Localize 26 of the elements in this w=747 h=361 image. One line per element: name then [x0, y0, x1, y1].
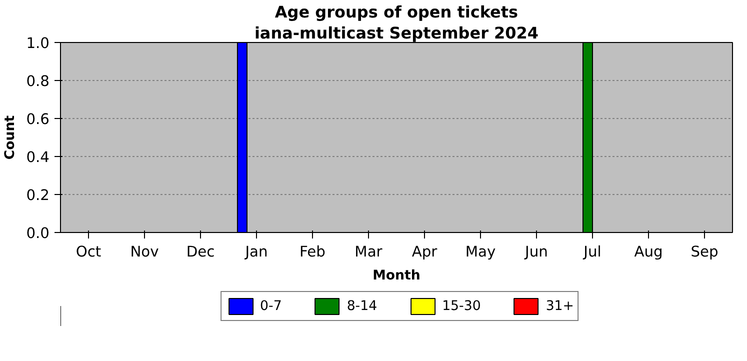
x-tick-label: Aug [634, 244, 663, 260]
chart-subtitle: iana-multicast September 2024 [254, 24, 539, 42]
legend-label: 8-14 [346, 298, 378, 314]
y-tick-label: 0.6 [26, 111, 50, 128]
chart-title: Age groups of open tickets [274, 2, 518, 22]
x-tick-label: Oct [76, 244, 102, 260]
x-tick-label: Dec [186, 244, 215, 260]
y-tick-label: 0.2 [26, 187, 50, 204]
x-tick-label: Mar [354, 244, 384, 260]
x-tick-label: Apr [412, 244, 438, 260]
x-axis-title: Month [372, 268, 420, 284]
x-tick-label: Jul [582, 244, 602, 260]
legend-label: 15-30 [442, 298, 481, 314]
y-tick-label: 0.4 [26, 149, 50, 166]
y-tick-label: 1.0 [26, 35, 50, 52]
y-axis-title: Count [3, 114, 18, 160]
legend-label: 0-7 [260, 298, 282, 314]
x-tick-label: Jan [244, 244, 268, 260]
x-tick-label: Sep [690, 244, 718, 260]
x-tick-label: May [465, 244, 496, 260]
x-tick-label: Jun [524, 244, 548, 260]
y-tick-label: 0.0 [26, 225, 50, 242]
x-tick-label: Nov [130, 244, 160, 260]
x-tick-label: Feb [300, 244, 326, 260]
y-tick-label: 0.8 [26, 73, 50, 90]
legend-label: 31+ [546, 298, 574, 314]
